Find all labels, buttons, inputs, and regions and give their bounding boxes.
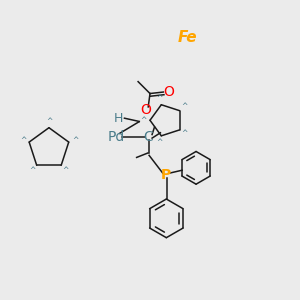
Text: O: O (140, 103, 151, 117)
Text: ^: ^ (62, 166, 68, 175)
Text: ^: ^ (30, 166, 36, 175)
Text: H: H (114, 112, 124, 125)
Text: ^: ^ (182, 129, 188, 138)
Text: Fe: Fe (177, 30, 197, 45)
Text: O: O (163, 85, 174, 99)
Text: Pd: Pd (107, 130, 124, 144)
Text: ^: ^ (46, 117, 52, 126)
Text: ^: ^ (156, 137, 163, 146)
Text: ^: ^ (156, 94, 163, 103)
Text: P: P (161, 168, 172, 182)
Text: ^: ^ (20, 136, 26, 145)
Text: ^: ^ (72, 136, 78, 145)
Text: ^: ^ (140, 116, 147, 125)
Text: ^: ^ (182, 102, 188, 111)
Text: C: C (144, 130, 153, 144)
